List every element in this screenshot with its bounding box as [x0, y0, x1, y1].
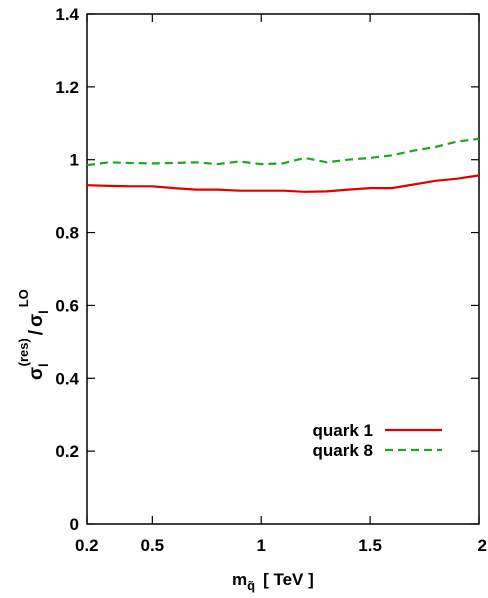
- y-axis-label: σl(res)/σlLO: [16, 289, 51, 380]
- y-tick-label: 1: [70, 151, 79, 170]
- plot-frame: [86, 13, 480, 525]
- legend-label: quark 8: [313, 441, 373, 460]
- axis-ticks: 0 0.2 0.4 0.6 0.8 1 1.2 1.4 0.2 0.5 1 1.5 2: [55, 5, 487, 555]
- y-tick-label: 0.8: [55, 224, 79, 243]
- y-tick-label: 0.2: [55, 442, 79, 461]
- series-line: [86, 174, 480, 193]
- x-tick-label: 2: [478, 536, 487, 555]
- x-tick-label: 1: [256, 536, 265, 555]
- legend-label: quark 1: [313, 421, 373, 440]
- y-tick-label: 0: [70, 515, 79, 534]
- y-tick-label: 1.4: [55, 5, 79, 24]
- x-tick-label: 0.2: [75, 536, 99, 555]
- y-tick-label: 1.2: [55, 78, 79, 97]
- y-tick-label: 0.4: [55, 369, 79, 388]
- series-lines: [86, 137, 480, 193]
- x-tick-label: 0.5: [141, 536, 165, 555]
- x-tick-label: 1.5: [358, 536, 382, 555]
- x-axis-label: mq̃[ TeV ]: [232, 570, 314, 593]
- series-line: [86, 137, 480, 167]
- y-tick-label: 0.6: [55, 296, 79, 315]
